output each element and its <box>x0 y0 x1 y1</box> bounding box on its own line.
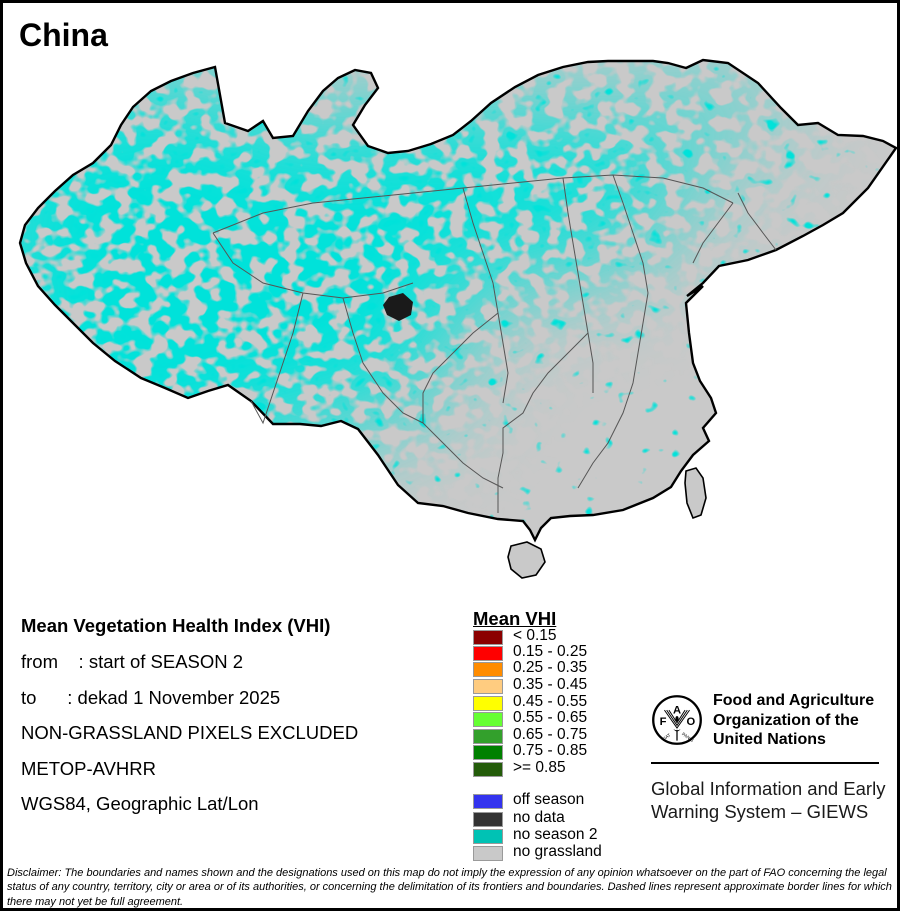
svg-text:O: O <box>687 716 696 728</box>
svg-text:F: F <box>660 716 667 728</box>
svg-text:A: A <box>673 705 681 717</box>
